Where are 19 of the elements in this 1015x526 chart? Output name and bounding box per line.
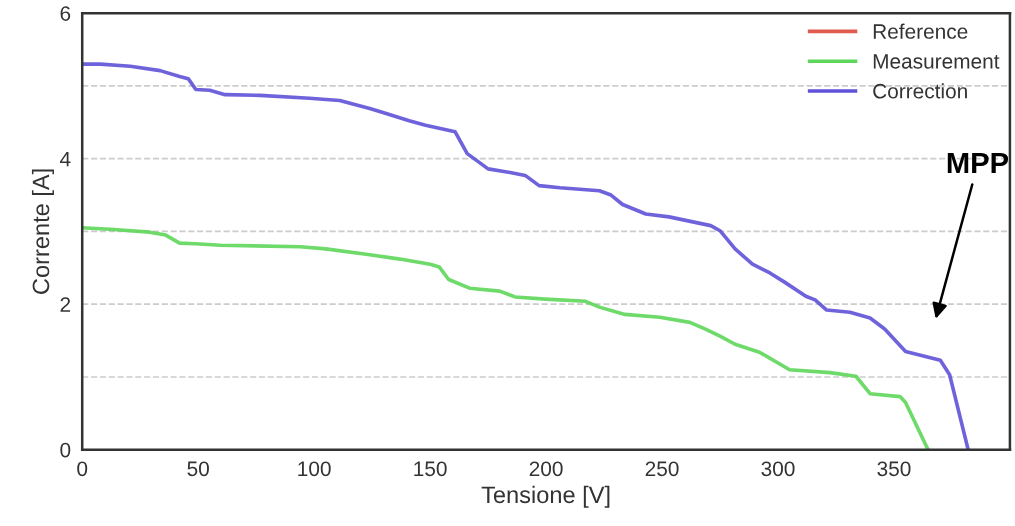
x-tick-label: 350 [877, 461, 911, 477]
y-tick-label: 0 [60, 442, 71, 458]
y-axis-title: Corrente [A] [31, 169, 54, 294]
y-tick-label: 6 [60, 6, 71, 21]
x-tick-label: 250 [645, 461, 679, 477]
x-tick-label: 300 [761, 461, 795, 477]
x-tick-label: 150 [414, 461, 447, 477]
x-tick-label: 50 [187, 461, 209, 477]
x-axis-title: Tensione [V] [481, 485, 610, 508]
y-tick-label: 4 [60, 151, 71, 167]
x-tick-label: 200 [529, 461, 563, 477]
x-tick-label: 0 [77, 461, 88, 477]
line-series [82, 225, 930, 450]
y-tick-label: 2 [60, 297, 71, 312]
annotation: MPP [947, 152, 1009, 173]
legend-label: Correction [873, 83, 967, 99]
legend-label: Reference [873, 23, 968, 39]
legend-label: Measurement [873, 54, 1000, 69]
x-tick-label: 100 [298, 461, 331, 477]
